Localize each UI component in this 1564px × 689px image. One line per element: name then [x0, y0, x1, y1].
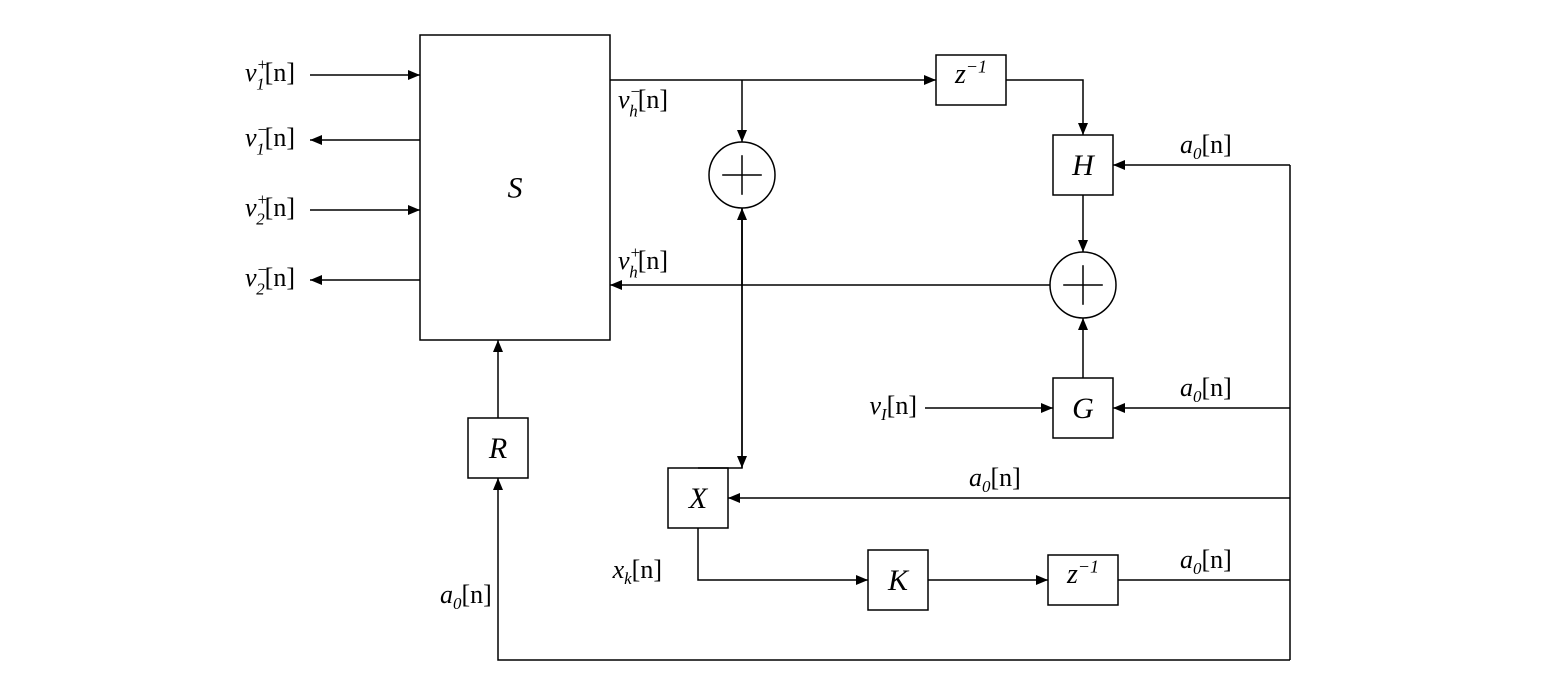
label-v2m: v−2[n]	[245, 260, 295, 299]
block-S-label: S	[508, 171, 523, 204]
label-a0: a0[n]	[1180, 373, 1232, 406]
label-a0: a0[n]	[969, 463, 1021, 496]
label-a0: a0[n]	[1180, 130, 1232, 163]
label-v2p: v+2[n]	[245, 190, 295, 229]
label-xk: xk[n]	[612, 555, 662, 588]
label-a0: a0[n]	[440, 580, 492, 613]
block-H-label: H	[1071, 149, 1096, 182]
block-X-label: X	[688, 482, 709, 515]
label-vhm: v−h[n]	[618, 82, 668, 121]
block-R-label: R	[488, 432, 507, 465]
block-K-label: K	[887, 564, 910, 597]
label-vI: vI[n]	[870, 391, 918, 424]
label-v1m: v−1[n]	[245, 120, 295, 159]
label-v1p: v+1[n]	[245, 55, 295, 94]
block-G-label: G	[1072, 392, 1094, 425]
label-a0: a0[n]	[1180, 545, 1232, 578]
label-vhp: v+h[n]	[618, 243, 668, 282]
